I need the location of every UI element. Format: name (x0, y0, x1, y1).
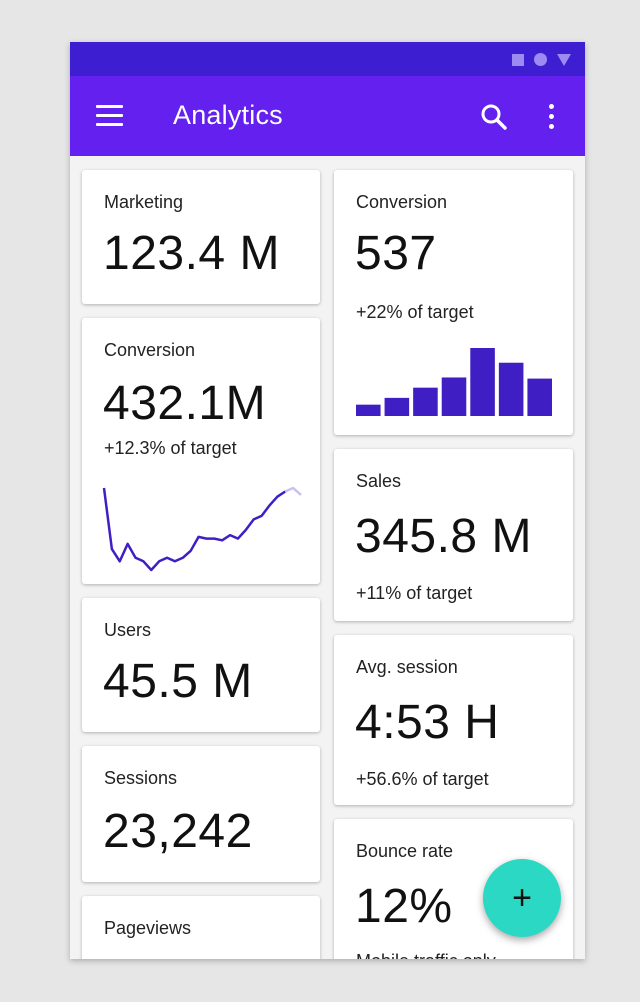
card-label: Marketing (104, 192, 184, 212)
card-subtitle: +11% of target (356, 583, 473, 603)
bar-chart (356, 348, 552, 416)
card-label: Conversion (104, 340, 196, 360)
card-value: 4:53 H (355, 696, 500, 749)
card-conversion-right[interactable]: Conversion 537 +22% of target (334, 170, 573, 435)
card-sales[interactable]: Sales 345.8 M +11% of target (334, 449, 573, 621)
card-label: Sales (356, 471, 402, 491)
bar (356, 404, 381, 416)
more-vert-icon[interactable] (540, 102, 564, 132)
card-value: 537 (355, 227, 437, 280)
app-title: Analytics (173, 100, 283, 130)
card-pageviews[interactable]: Pageviews (82, 896, 320, 959)
card-sessions[interactable]: Sessions 23,242 (82, 746, 320, 882)
card-conversion-left[interactable]: Conversion 432.1M +12.3% of target (82, 318, 320, 584)
phone-screen: Analytics Marketing 123.4 M Conversion 4… (70, 42, 585, 959)
card-users[interactable]: Users 45.5 M (82, 598, 320, 732)
card-label: Avg. session (356, 657, 458, 677)
menu-icon[interactable] (96, 105, 124, 127)
card-avg-session[interactable]: Avg. session 4:53 H +56.6% of target (334, 635, 573, 805)
card-label: Conversion (356, 192, 448, 212)
card-marketing[interactable]: Marketing 123.4 M (82, 170, 320, 304)
card-value: 432.1M (103, 377, 267, 430)
card-value: 12% (355, 880, 453, 933)
bar (413, 387, 438, 416)
card-subtitle: +12.3% of target (104, 438, 237, 458)
card-value: 345.8 M (355, 510, 532, 563)
card-subtitle: Mobile traffic only (356, 951, 496, 959)
plus-icon: + (512, 879, 532, 917)
line-series (102, 487, 286, 572)
bar (498, 362, 524, 416)
card-value: 123.4 M (103, 227, 280, 280)
search-icon[interactable] (479, 102, 509, 132)
status-square-icon (512, 53, 524, 66)
card-label: Pageviews (104, 918, 192, 938)
card-value: 45.5 M (103, 655, 253, 708)
status-circle-icon (534, 53, 547, 66)
bar (470, 348, 495, 416)
card-value: 23,242 (103, 805, 253, 858)
status-bar (70, 42, 585, 76)
bar (527, 378, 552, 416)
card-subtitle: +22% of target (356, 302, 474, 322)
line-series-projection (284, 486, 302, 496)
add-fab-button[interactable]: + (483, 859, 561, 937)
app-bar: Analytics (70, 76, 585, 156)
bar (384, 397, 410, 416)
bar (441, 377, 467, 416)
status-triangle-icon (557, 53, 571, 66)
line-chart (102, 486, 302, 572)
card-label: Bounce rate (356, 841, 454, 861)
card-subtitle: +56.6% of target (356, 769, 489, 789)
card-label: Sessions (104, 768, 178, 788)
card-label: Users (104, 620, 152, 640)
